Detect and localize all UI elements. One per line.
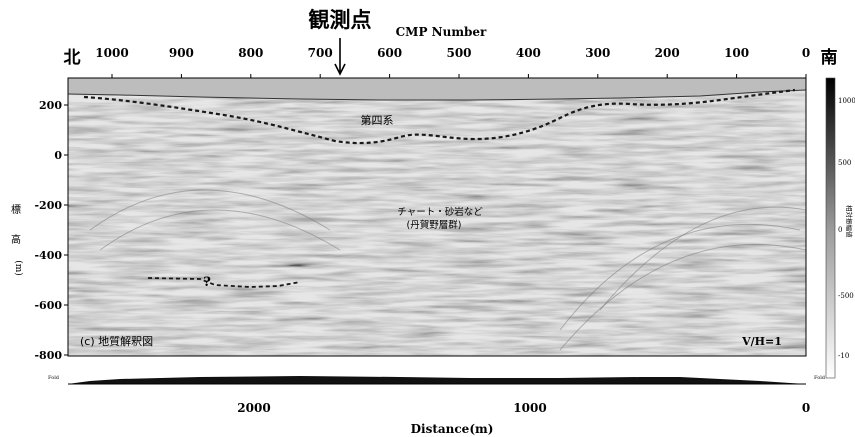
colorbar-label: 相対振幅値 [845,205,854,238]
cmp-tick-label: 1000 [95,46,128,60]
fold-label-left: Fold [48,375,60,381]
distance-tick-label: 2000 [237,401,270,415]
ground-surface-line [67,89,807,101]
cmp-axis-title: CMP Number [396,25,487,39]
quaternary-base-boundary [83,88,796,145]
seismic-section [68,78,806,356]
elevation-tick-label: -800 [34,349,62,362]
elevation-tick-label: -600 [34,299,62,312]
basement-label-line1: チャート・砂岩など [397,206,483,218]
cmp-tick-label: 100 [724,46,749,60]
cmp-tick-label: 500 [446,46,471,60]
distance-tick-label: 1000 [513,401,546,415]
elevation-tick-label: -400 [34,249,62,262]
cmp-tick-label: 900 [169,46,194,60]
south-label: 南 [821,47,838,68]
elevation-tick-marks [64,104,68,356]
elevation-tick-label: -200 [34,199,62,212]
fold-label-right: Fold [814,375,826,381]
panel-label: (c) 地質解釈図 [80,334,153,348]
cmp-tick-label: 200 [655,46,680,60]
elevation-tick-label: 0 [54,149,62,162]
vh-ratio-label: V/H=1 [741,335,782,348]
cmp-tick-marks [111,74,807,78]
cmp-tick-label: 0 [802,46,810,60]
quaternary-label: 第四系 [361,113,394,127]
colorbar-tick-label: 0 [838,226,842,234]
distance-tick-label: 0 [802,401,810,415]
colorbar-tick-label: 1000 [838,97,855,105]
colorbar-tick-label: -10 [838,352,849,360]
amplitude-colorbar [825,77,836,379]
basement-label-line2: (丹賀野層群) [407,219,462,231]
colorbar-tick-labels: 1000 500 0 -500 -10 [838,97,855,360]
elevation-axis-char-1: 標 [11,203,21,216]
cmp-tick-label: 600 [377,46,402,60]
cmp-tick-label: 800 [238,46,263,60]
fold-coverage-strip [68,376,806,384]
cmp-tick-label: 700 [308,46,333,60]
inferred-deep-boundary [147,277,301,288]
elevation-tick-labels: 200 0 -200 -400 -600 -800 [34,99,62,362]
colorbar-tick-label: -500 [838,292,854,300]
observation-point-arrow [334,38,346,76]
question-mark-label: ? [203,275,211,290]
plot-frame [67,77,807,357]
elevation-axis-char-2: 高 [11,233,21,246]
north-label: 北 [64,48,81,68]
cmp-tick-label: 400 [516,46,541,60]
distance-axis-title: Distance(m) [411,422,494,436]
topography-band [68,78,806,100]
elevation-tick-label: 200 [39,99,62,112]
observation-point-label: 観測点 [309,8,372,32]
cmp-tick-labels: 1000 900 800 700 600 500 400 300 200 100 0 [95,46,810,60]
cmp-tick-label: 300 [585,46,610,60]
colorbar-tick-label: 500 [838,159,851,167]
elevation-axis-unit: (m) [13,260,24,276]
distance-tick-labels: 2000 1000 0 [237,401,810,415]
